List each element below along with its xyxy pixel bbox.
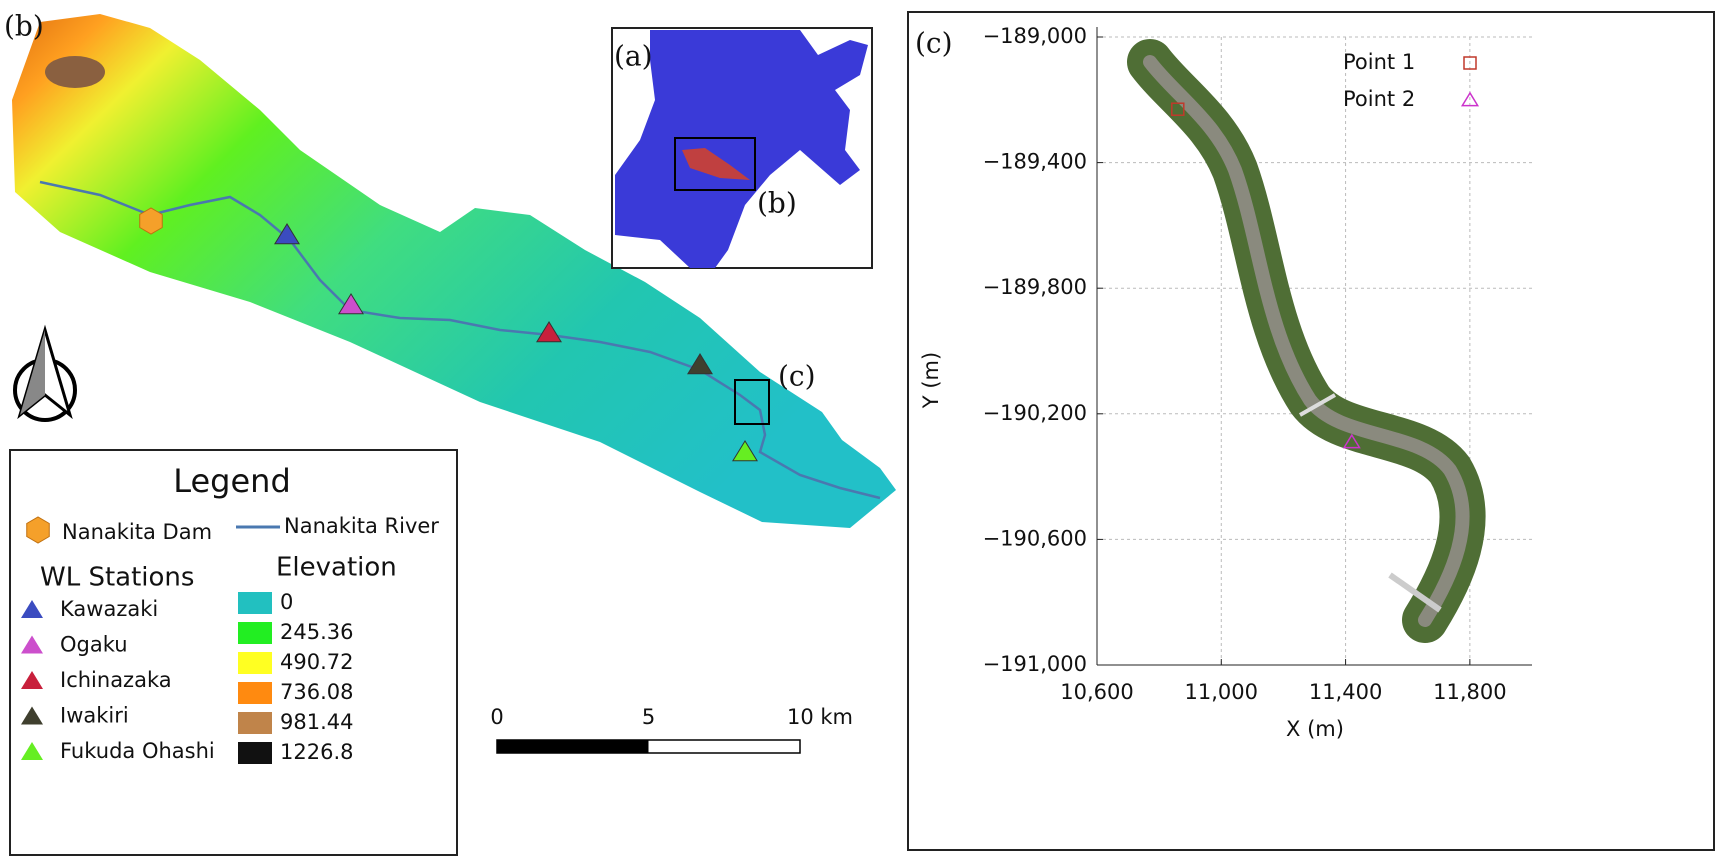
legend-station-swatch <box>21 742 43 760</box>
scale-label: 10 km <box>787 705 853 729</box>
zoom-box-label: (c) <box>778 360 816 393</box>
legend-entry: 1226.8 <box>280 740 353 764</box>
legend-station-swatch <box>21 671 43 689</box>
legend-dam-swatch <box>26 516 50 544</box>
river-line <box>39 180 881 500</box>
legend-entry: Iwakiri <box>60 704 129 728</box>
scale-label: 5 <box>642 705 655 729</box>
legend-elevation-swatch <box>238 682 272 704</box>
x-tick-label: 11,400 <box>1309 680 1382 704</box>
y-tick-label: −189,000 <box>983 24 1087 48</box>
north-arrow <box>13 324 77 422</box>
inset-box-label: (b) <box>757 187 797 220</box>
panel-label: (c) <box>915 27 953 60</box>
station-marker <box>274 223 300 245</box>
point-marker <box>1460 91 1480 107</box>
y-tick-label: −189,400 <box>983 150 1087 174</box>
legend-station-swatch <box>21 635 43 654</box>
legend-entry: 0 <box>280 590 293 614</box>
bridge <box>1299 393 1336 417</box>
inset-label: (a) <box>614 40 653 73</box>
station-marker <box>536 321 562 343</box>
scale-bar <box>497 740 649 753</box>
region-shape <box>615 30 868 268</box>
y-tick-label: −190,600 <box>983 526 1087 550</box>
x-axis-title: X (m) <box>1286 717 1344 741</box>
y-axis-title: Y (m) <box>919 352 943 409</box>
legend-entry: Kawazaki <box>60 597 158 621</box>
station-marker <box>732 440 758 462</box>
legend-station-swatch <box>21 706 43 725</box>
point-marker <box>1171 102 1185 116</box>
legend-entry: 245.36 <box>280 620 353 644</box>
legend-heading: Elevation <box>276 553 397 583</box>
legend-entry: Ogaku <box>60 633 128 657</box>
plot-area: 10,600 11,000 11,400 11,800 −189,000 −189,400… <box>983 24 1532 704</box>
legend-elevation-swatch <box>238 652 272 674</box>
orthophoto-river <box>1143 55 1470 627</box>
y-tick-label: −190,200 <box>983 401 1087 425</box>
legend-entry: Nanakita Dam <box>62 520 212 544</box>
legend-box <box>9 449 458 856</box>
legend-entry: 736.08 <box>280 680 353 704</box>
dam-marker <box>139 207 163 235</box>
panel-label: (b) <box>4 10 44 43</box>
point-marker <box>1342 433 1361 449</box>
station-marker <box>687 353 713 375</box>
legend-entry: Point 1 <box>1343 50 1415 74</box>
legend-entry: Ichinazaka <box>60 668 172 692</box>
legend-elevation-swatch <box>238 712 272 734</box>
legend-entry: Point 2 <box>1343 87 1415 111</box>
high-terrain <box>45 56 105 88</box>
legend-elevation-swatch <box>238 622 272 644</box>
bridge <box>1388 572 1442 613</box>
legend-entry: Nanakita River <box>284 514 439 538</box>
x-tick-label: 10,600 <box>1060 680 1133 704</box>
legend-entry: 981.44 <box>280 710 353 734</box>
watershed <box>12 14 896 528</box>
x-tick-label: 11,000 <box>1185 680 1258 704</box>
legend-heading: WL Stations <box>40 563 194 593</box>
legend-station-swatch <box>21 600 43 618</box>
point-marker <box>1463 56 1477 70</box>
y-tick-label: −191,000 <box>983 652 1087 676</box>
legend-elevation-swatch <box>238 742 272 764</box>
legend-title: Legend <box>173 462 291 500</box>
legend-entry: Fukuda Ohashi <box>60 739 215 763</box>
station-marker <box>338 293 364 315</box>
basin-shape <box>682 148 750 180</box>
legend-entry: 490.72 <box>280 650 353 674</box>
legend-elevation-swatch <box>238 592 272 614</box>
zoom-box <box>734 379 770 425</box>
x-tick-label: 11,800 <box>1433 680 1506 704</box>
inset-box <box>674 137 756 191</box>
y-tick-label: −189,800 <box>983 275 1087 299</box>
scale-label: 0 <box>490 705 503 729</box>
